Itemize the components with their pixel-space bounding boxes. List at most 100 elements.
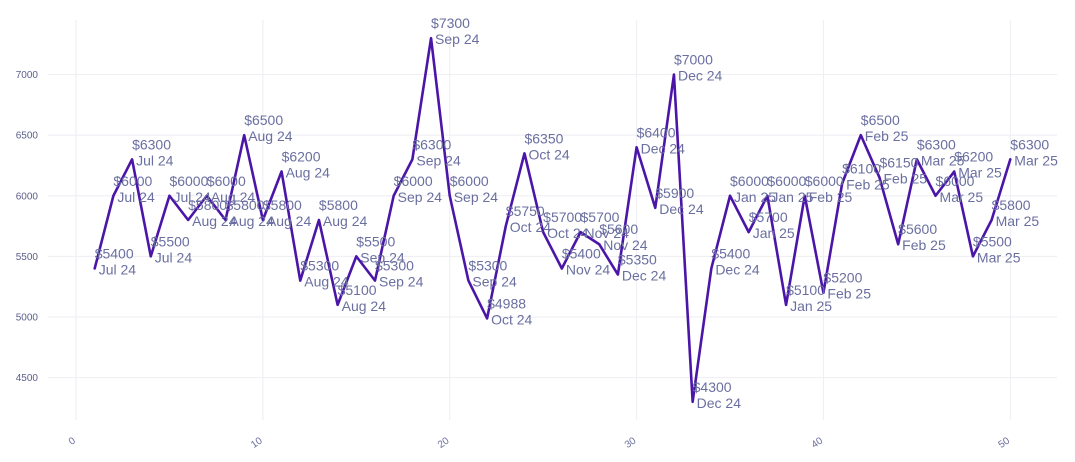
data-label-month: Dec 24 [697,395,742,411]
data-label-month: Sep 24 [398,189,443,205]
data-label-price: $4300 [693,379,732,395]
data-label-price: $5700 [749,209,788,225]
data-label-month: Aug 24 [304,274,349,290]
y-tick-label: 5500 [16,252,39,263]
data-label-month: Feb 25 [865,128,909,144]
series-line-price [93,36,1012,404]
data-label-month: Jul 24 [173,189,211,205]
data-label-price: $7000 [674,52,713,68]
data-label-price: $6200 [954,149,993,165]
data-label-price: $6500 [861,112,900,128]
data-label-month: Mar 25 [977,249,1021,265]
data-label-price: $6100 [842,161,881,177]
data-label-price: $5400 [711,245,750,261]
data-label-price: $5300 [375,258,414,274]
data-label-month: Sep 24 [435,31,480,47]
data-label-price: $6300 [1010,136,1049,152]
x-tick-label: 20 [436,435,452,451]
data-label-month: Sep 24 [379,274,424,290]
data-label-price: $6000 [936,173,975,189]
data-label-price: $6000 [169,173,208,189]
data-label-month: Mar 25 [996,213,1040,229]
data-label-price: $6150 [879,155,918,171]
data-label-month: Feb 25 [883,171,927,187]
data-label-price: $5700 [581,209,620,225]
data-label-month: Nov 24 [585,225,630,241]
data-label-month: Dec 24 [715,261,760,277]
y-tick-label: 5000 [16,312,39,323]
data-label-month: Feb 25 [827,286,871,302]
data-label-month: Nov 24 [566,261,611,277]
data-label-price: $6000 [394,173,433,189]
data-label-price: $5100 [338,282,377,298]
data-label-price: $5800 [992,197,1031,213]
y-tick-label: 4500 [16,373,39,384]
data-label-month: Feb 25 [902,237,946,253]
data-label-price: $5700 [543,209,582,225]
data-label-month: Sep 24 [454,189,499,205]
data-label-price: $6000 [450,173,489,189]
data-label-month: Jul 24 [155,249,193,265]
data-label-month: Jul 24 [117,189,155,205]
y-tick-label: 7000 [16,70,39,81]
data-label-price: $6000 [805,173,844,189]
data-label-month: Jan 25 [771,189,813,205]
data-label-month: Feb 25 [846,177,890,193]
data-label-price: $5400 [562,245,601,261]
data-label-month: Dec 24 [678,68,723,84]
data-label-price: $4988 [487,295,526,311]
data-label-price: $5600 [599,221,638,237]
data-label-month: Aug 24 [248,128,293,144]
data-label-price: $7300 [431,15,470,31]
data-label-price: $6000 [207,173,246,189]
data-label-price: $5300 [468,258,507,274]
data-label-price: $5600 [898,221,937,237]
x-tick-label: 30 [623,435,639,451]
data-label-price: $5500 [356,233,395,249]
data-label-price: $6400 [637,124,676,140]
data-label-price: $6000 [767,173,806,189]
data-label-month: Dec 24 [659,201,704,217]
data-label-month: Feb 25 [809,189,853,205]
x-tick-label: 0 [67,435,78,447]
y-tick-label: 6500 [16,131,39,142]
data-label-month: Jan 25 [753,225,795,241]
data-label-month: Oct 24 [491,311,532,327]
data-label-price: $5100 [786,282,825,298]
data-label-price: $6000 [730,173,769,189]
data-label-price: $6350 [524,130,563,146]
x-tick-label: 10 [249,435,265,451]
data-label-month: Jul 24 [99,261,137,277]
data-label-month: Aug 24 [323,213,368,229]
data-label-month: Mar 25 [1014,152,1058,168]
data-label-price: $6500 [244,112,283,128]
data-label-month: Sep 24 [416,152,461,168]
data-label-month: Oct 24 [528,146,569,162]
